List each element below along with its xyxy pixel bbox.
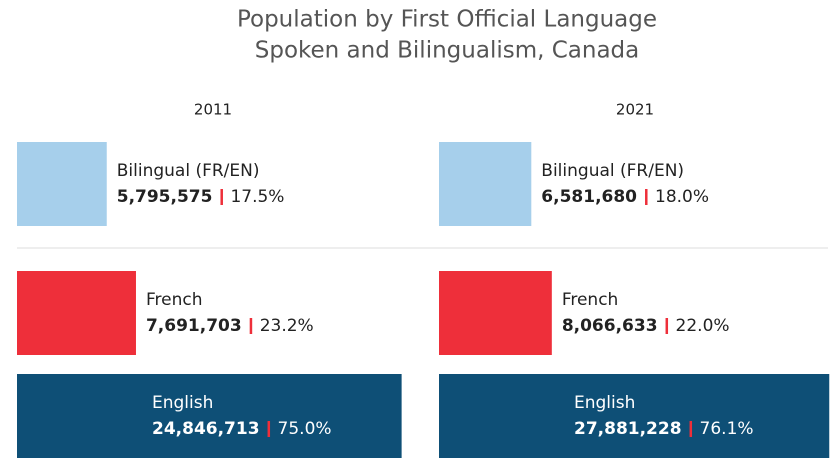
value-label: 75.0% [278, 419, 332, 439]
value-label: 18.0% [655, 187, 709, 207]
year-label: 2021 [616, 101, 654, 119]
chart-title: Population by First Official Language [237, 7, 657, 33]
category-label: Bilingual (FR/EN) [541, 161, 684, 181]
bar [439, 142, 532, 226]
pipe [249, 318, 253, 334]
pipe [689, 421, 693, 437]
bar [17, 374, 402, 458]
count-label: 27,881,228 [574, 419, 682, 439]
count-label: 24,846,713 [152, 419, 260, 439]
value-label: 23.2% [260, 316, 314, 336]
value-label: 17.5% [230, 187, 284, 207]
count-label: 5,795,575 [117, 187, 213, 207]
category-label: English [152, 393, 213, 413]
value-label: 76.1% [700, 419, 754, 439]
pipe [267, 421, 271, 437]
bar [439, 374, 830, 458]
bar [17, 142, 107, 226]
category-label: English [574, 393, 635, 413]
count-label: 7,691,703 [146, 316, 242, 336]
category-label: French [562, 290, 619, 310]
bar [17, 271, 136, 355]
category-label: French [146, 290, 203, 310]
pipe [220, 189, 223, 205]
pipe [665, 318, 669, 334]
value-label: 22.0% [676, 316, 730, 336]
bar [439, 271, 552, 355]
category-label: Bilingual (FR/EN) [117, 161, 260, 181]
count-label: 8,066,633 [562, 316, 658, 336]
chart-title: Spoken and Bilingualism, Canada [255, 38, 640, 64]
pipe [645, 189, 648, 205]
count-label: 6,581,680 [541, 187, 637, 207]
year-label: 2011 [194, 101, 232, 119]
